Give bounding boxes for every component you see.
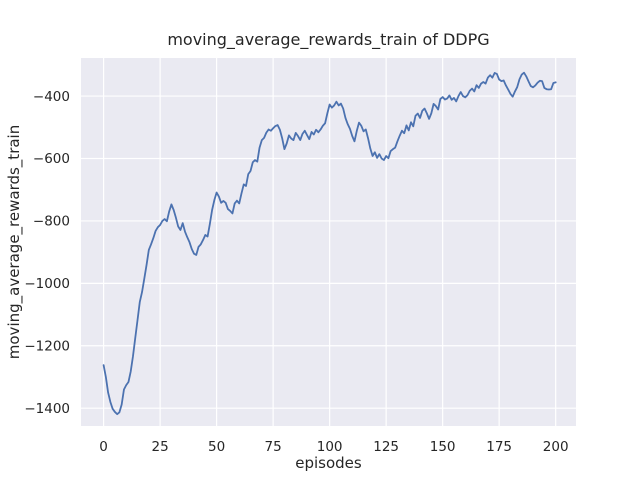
y-axis-label: moving_average_rewards_train — [5, 124, 23, 360]
x-axis-label: episodes — [295, 454, 362, 472]
x-tick-label: 175 — [486, 439, 512, 455]
x-tick-label: 75 — [265, 439, 282, 455]
x-tick-label: 0 — [99, 439, 108, 455]
y-tick-label: −800 — [33, 214, 70, 230]
x-tick-label: 200 — [543, 439, 569, 455]
reward-curve — [102, 71, 557, 416]
y-tick-label: −400 — [33, 89, 70, 105]
y-tick-label: −1400 — [24, 401, 70, 417]
x-tick-label: 125 — [373, 439, 399, 455]
x-tick-label: 25 — [152, 439, 169, 455]
y-tick-label: −600 — [33, 151, 70, 167]
x-tick-label: 100 — [317, 439, 343, 455]
x-tick-label: 150 — [430, 439, 456, 455]
y-tick-label: −1000 — [24, 276, 70, 292]
plot-area — [81, 58, 576, 426]
x-tick-label: 50 — [208, 439, 225, 455]
chart-title: moving_average_rewards_train of DDPG — [167, 30, 490, 49]
y-tick-label: −1200 — [24, 338, 70, 354]
